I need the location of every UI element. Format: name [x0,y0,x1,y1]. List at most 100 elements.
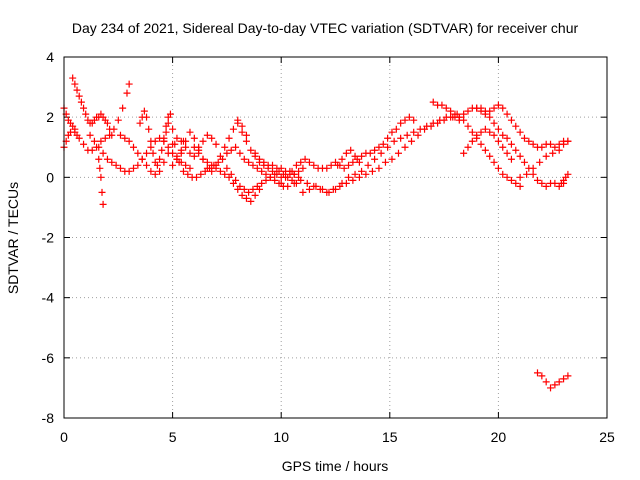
data-point [490,119,498,127]
y-axis-label: SDTVAR / TECUs [5,182,21,294]
data-point [379,140,387,148]
data-point [158,146,166,154]
data-point [258,179,266,187]
data-point [325,188,333,196]
data-point [486,107,494,115]
data-point [134,149,142,157]
data-point [242,137,250,145]
axis-ticks: 0 5 10 15 20 25 -8 -6 -4 -2 0 2 4 [42,49,615,445]
data-point [106,125,114,133]
data-point [460,149,468,157]
data-point [332,185,339,193]
data-point [340,164,348,172]
data-point [269,161,277,169]
data-point [208,134,216,142]
data-point [212,164,220,172]
data-point [292,161,300,169]
data-point [103,155,111,163]
data-point [555,378,563,386]
data-point [103,119,111,127]
data-point [201,167,209,175]
data-point [86,131,94,139]
data-point [116,164,124,172]
data-point [186,128,194,136]
data-point [242,131,250,139]
data-point [271,176,279,184]
data-point [282,173,290,181]
data-point [375,164,383,172]
data-point [149,149,157,157]
data-point [481,125,489,133]
data-point [153,161,161,169]
data-point [240,185,248,193]
data-point [477,104,485,112]
data-point [349,176,357,184]
grid [64,57,607,418]
data-point [401,116,409,124]
data-point [366,149,374,157]
data-point [318,185,326,193]
data-point [507,116,515,124]
data-point [551,179,559,187]
data-point [403,131,411,139]
data-point [299,188,307,196]
data-point [349,158,357,166]
data-point [179,167,187,175]
data-point [564,170,572,178]
data-point [138,155,146,163]
data-point [236,182,244,190]
data-point [219,155,227,163]
data-point [525,137,533,145]
data-point [164,143,172,151]
data-point [503,110,511,118]
series-track-s [429,98,524,190]
data-point [564,137,572,145]
data-point [408,137,416,145]
data-point [147,167,155,175]
data-point [245,158,253,166]
data-point [468,128,476,136]
data-point [494,164,502,172]
data-point [203,158,211,166]
data-point [253,182,261,190]
series-track-m [234,119,307,181]
data-point [186,149,194,157]
data-point [119,104,127,112]
data-point [247,146,255,154]
data-point [160,137,168,145]
x-axis-label: GPS time / hours [282,458,389,474]
y-tick-label: 0 [46,169,54,185]
data-point [512,146,520,154]
data-point [147,137,155,145]
data-points [60,74,572,392]
data-point [429,98,437,106]
data-point [494,137,502,145]
data-point [555,146,563,154]
data-point [516,173,524,181]
data-point [96,164,104,172]
data-point [405,113,413,121]
data-point [533,176,541,184]
data-point [221,170,229,178]
data-point [381,158,389,166]
data-point [533,369,541,377]
data-point [503,134,511,142]
data-point [455,113,463,121]
data-point [197,170,205,178]
data-point [310,161,318,169]
data-point [223,164,231,172]
data-point [145,125,153,133]
data-point [377,149,385,157]
data-point [301,155,309,163]
data-point [266,173,274,181]
data-point [560,140,568,148]
data-point [156,167,164,175]
y-tick-label: 2 [46,109,54,125]
data-point [507,176,515,184]
data-point [442,113,450,121]
data-point [164,149,172,157]
data-point [134,161,142,169]
data-point [499,131,507,139]
y-tick-label: -2 [42,230,55,246]
